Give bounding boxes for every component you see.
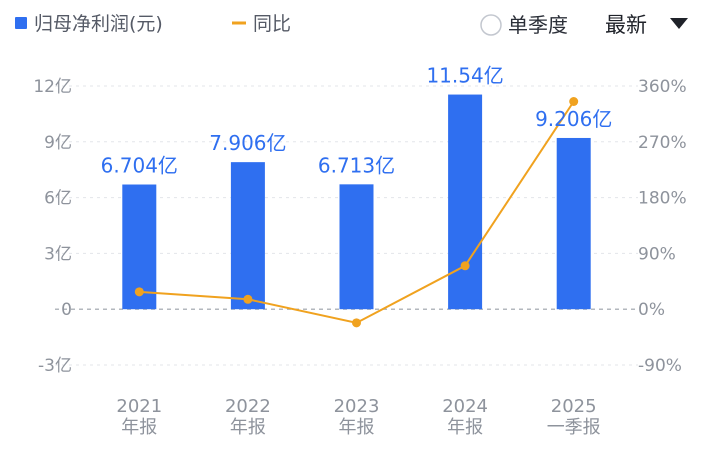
legend-item-net-profit[interactable]: 归母净利润(元) bbox=[15, 13, 163, 35]
period-dropdown-label: 最新 bbox=[605, 13, 647, 37]
yoy-point[interactable] bbox=[569, 97, 579, 106]
bar[interactable] bbox=[230, 162, 265, 310]
bar-value-label: 6.713亿 bbox=[318, 153, 395, 177]
yoy-point[interactable] bbox=[243, 294, 253, 304]
bar-series bbox=[122, 94, 591, 310]
left-tick-label: -3亿 bbox=[38, 356, 72, 376]
left-tick-label: 6亿 bbox=[44, 189, 72, 209]
left-tick-label: 12亿 bbox=[33, 77, 72, 97]
yoy-point[interactable] bbox=[352, 318, 361, 328]
x-tick-label: 年报 bbox=[339, 417, 375, 438]
bar[interactable] bbox=[556, 137, 591, 310]
x-tick-label: 2024 bbox=[442, 396, 488, 417]
single-quarter-radio[interactable] bbox=[480, 14, 502, 36]
left-tick-label: 9亿 bbox=[44, 133, 72, 153]
yoy-point[interactable] bbox=[134, 287, 144, 297]
x-tick-label: 2023 bbox=[334, 396, 380, 417]
x-tick-label: 年报 bbox=[121, 417, 157, 438]
right-axis: -90% 0% 90% 180% 270% 360% bbox=[638, 77, 687, 376]
x-tick-label: 一季报 bbox=[547, 417, 601, 438]
bar-value-label: 9.206亿 bbox=[535, 107, 612, 131]
left-tick-label: 0 bbox=[61, 300, 72, 320]
x-tick-label: 2021 bbox=[116, 396, 162, 417]
right-tick-label: 180% bbox=[638, 189, 687, 209]
line-series bbox=[134, 97, 579, 328]
right-tick-label: 270% bbox=[638, 133, 687, 153]
right-tick-label: 90% bbox=[638, 244, 676, 264]
chevron-down-icon bbox=[670, 18, 688, 29]
bar-legend-swatch bbox=[15, 17, 27, 29]
x-tick-label: 年报 bbox=[447, 417, 483, 438]
right-tick-label: 360% bbox=[638, 77, 687, 97]
bar[interactable] bbox=[448, 94, 483, 310]
period-dropdown[interactable]: 最新 bbox=[605, 13, 688, 37]
x-tick-label: 年报 bbox=[230, 417, 266, 438]
x-tick-label: 2025 bbox=[551, 396, 597, 417]
legend-item-yoy[interactable]: 同比 bbox=[232, 13, 291, 35]
single-quarter-label: 单季度 bbox=[508, 13, 568, 37]
bar[interactable] bbox=[339, 184, 374, 310]
bar-legend-label: 归母净利润(元) bbox=[34, 13, 163, 35]
left-axis: -3亿 0 3亿 6亿 9亿 12亿 bbox=[33, 77, 72, 376]
yoy-point[interactable] bbox=[460, 261, 470, 271]
right-tick-label: 0% bbox=[638, 300, 665, 320]
bar-value-label: 6.704亿 bbox=[101, 154, 178, 178]
left-tick-label: 3亿 bbox=[44, 244, 72, 264]
legend: 归母净利润(元) 同比 bbox=[15, 13, 291, 35]
line-legend-label: 同比 bbox=[253, 13, 291, 35]
single-quarter-toggle[interactable]: 单季度 bbox=[480, 13, 568, 37]
x-tick-label: 2022 bbox=[225, 396, 271, 417]
bar-value-label: 7.906亿 bbox=[209, 131, 286, 155]
data-labels: 6.704亿 7.906亿 6.713亿 11.54亿 9.206亿 bbox=[101, 64, 613, 178]
bar-value-label: 11.54亿 bbox=[426, 64, 503, 88]
right-tick-label: -90% bbox=[638, 356, 682, 376]
